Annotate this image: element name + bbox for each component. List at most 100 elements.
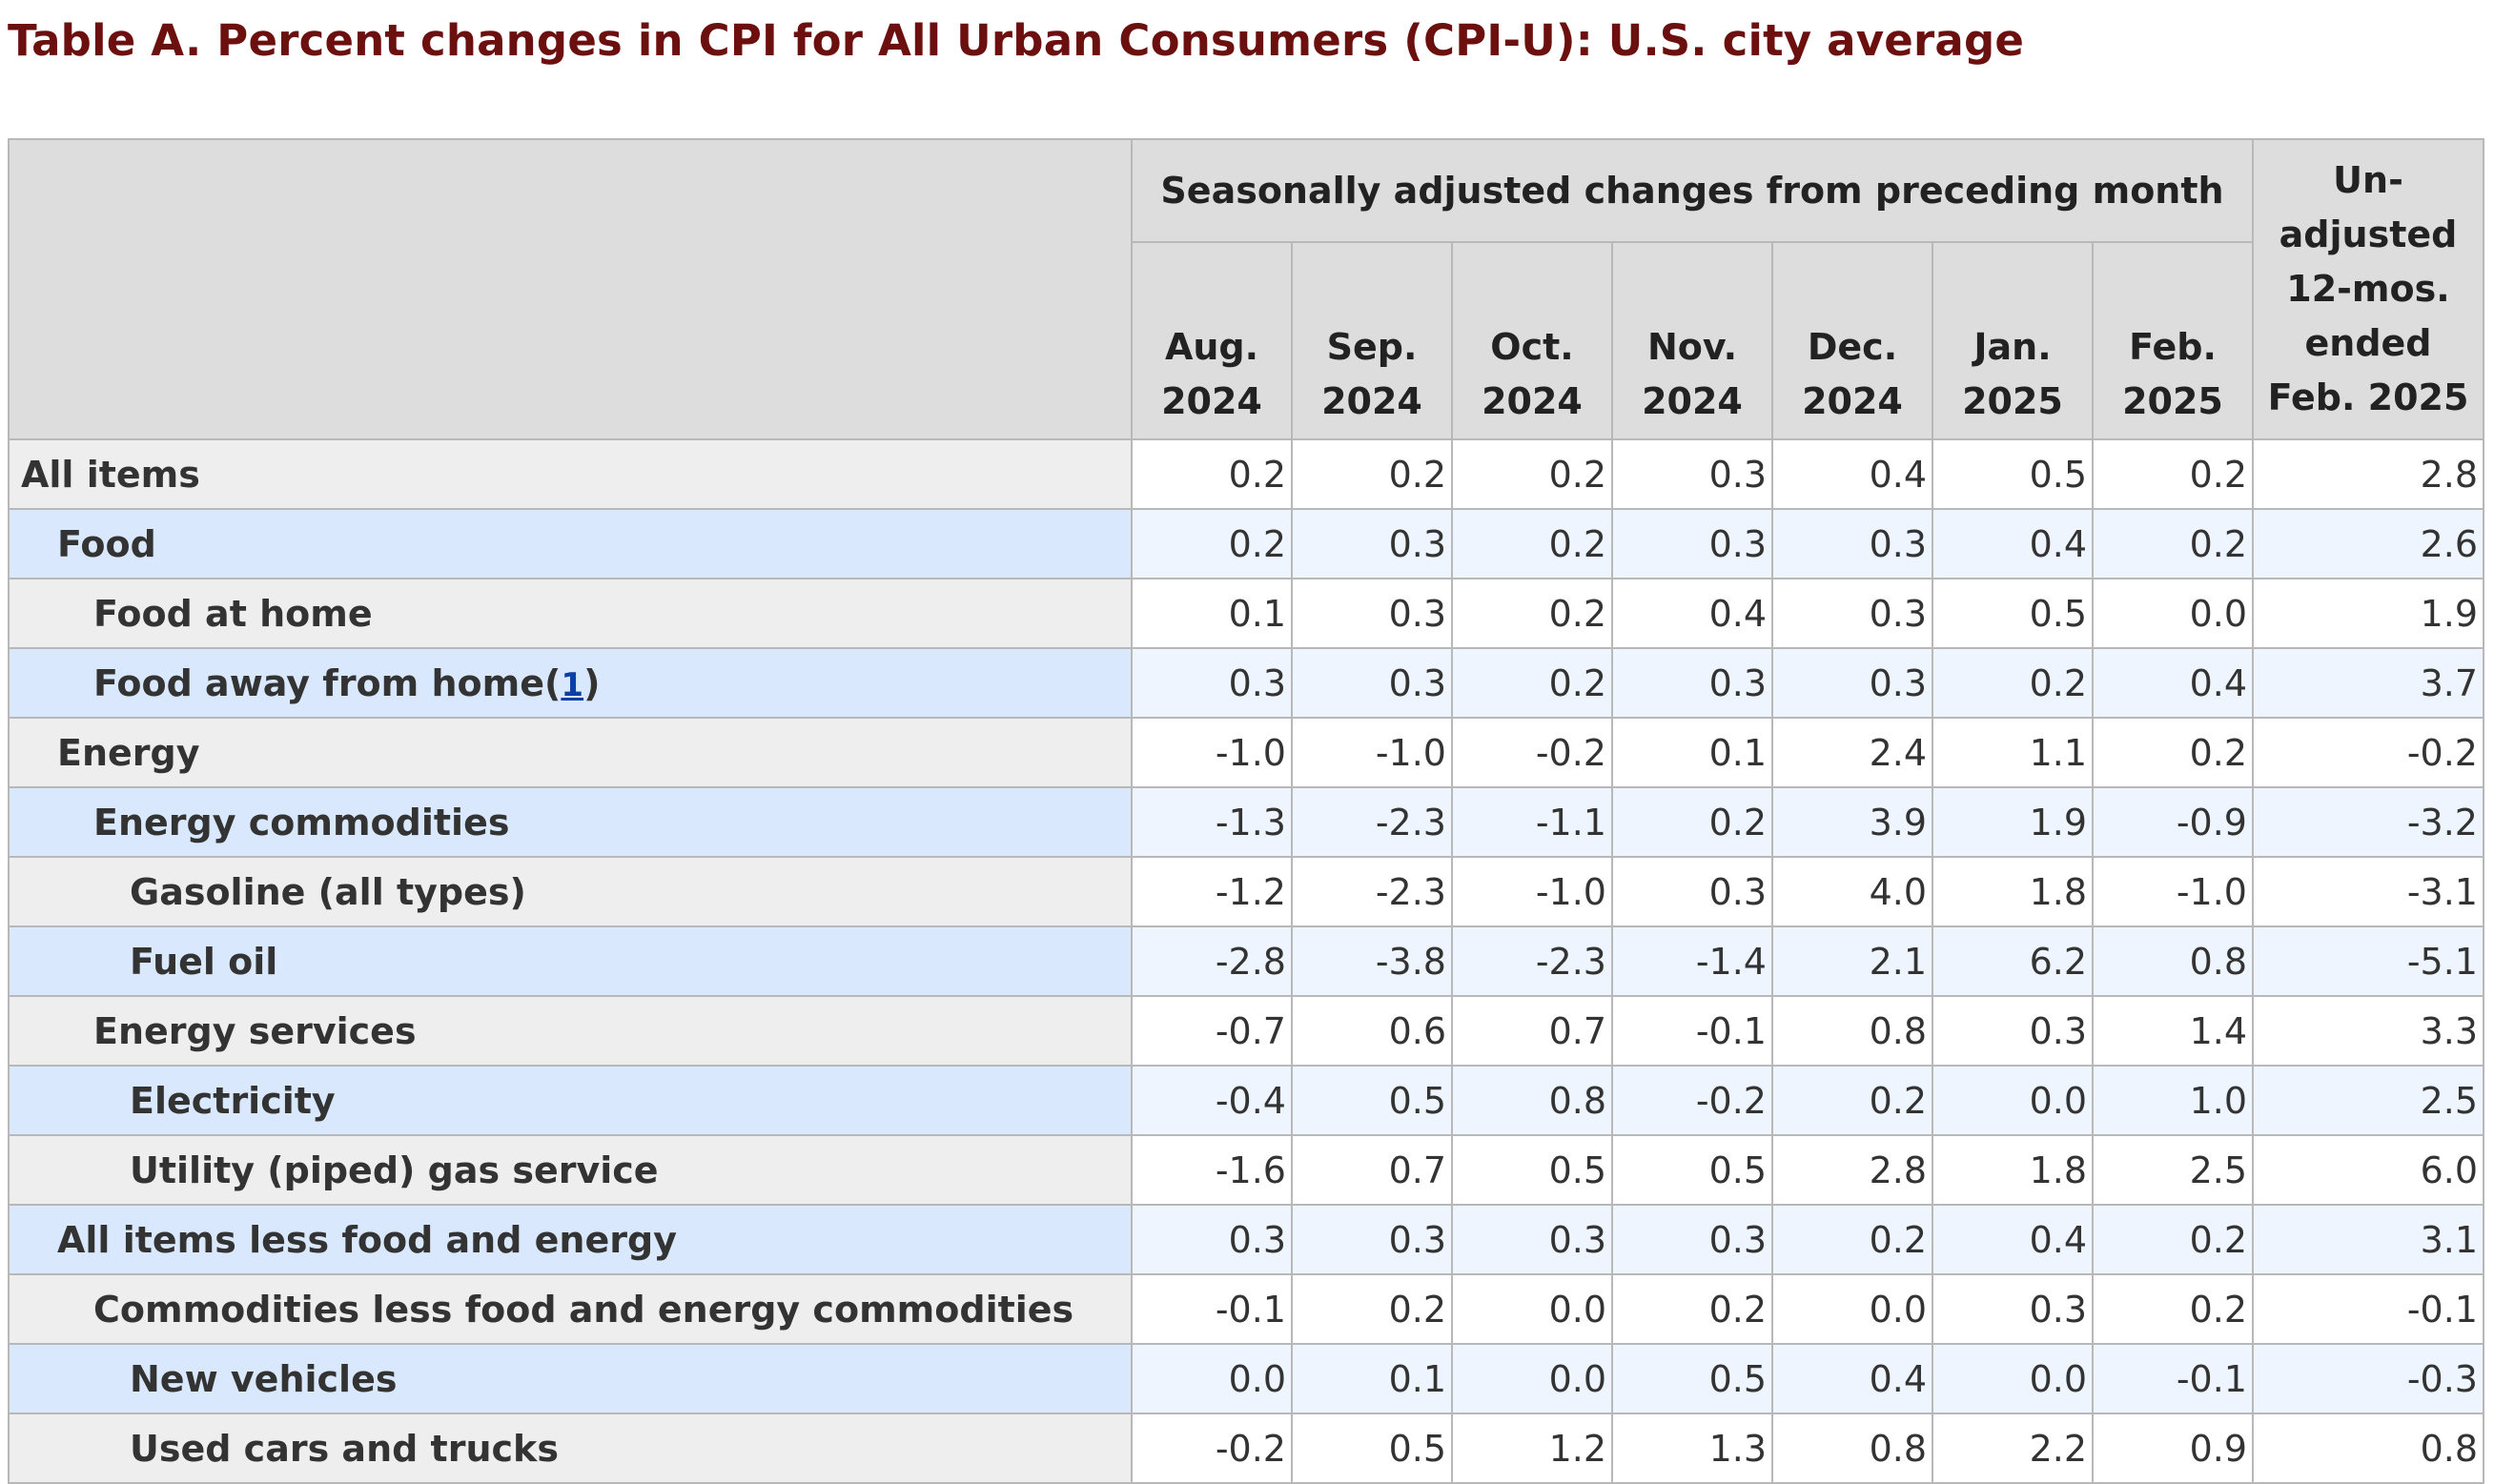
- table-row: Food at home 0.1 0.3 0.2 0.4 0.3 0.5 0.0 1.9: [8, 578, 2484, 649]
- unadjusted-value-cell: 2.5: [2252, 1065, 2484, 1136]
- footnote-paren: ): [583, 661, 601, 704]
- value-cell: -0.4: [1131, 1065, 1293, 1136]
- value-cell: 0.1: [1131, 578, 1293, 649]
- table-row: All items 0.2 0.2 0.2 0.3 0.4 0.5 0.2 2.8: [8, 438, 2484, 510]
- value-cell: 0.3: [1291, 578, 1453, 649]
- value-cell: -2.8: [1131, 925, 1293, 997]
- value-cell: 0.3: [1932, 995, 2094, 1067]
- row-label: Food away from home: [93, 661, 545, 704]
- unadjusted-value-cell: 3.1: [2252, 1204, 2484, 1275]
- value-cell: 0.9: [2092, 1413, 2254, 1484]
- month-header-year: 2024: [1802, 380, 1903, 422]
- value-cell: 0.4: [1932, 508, 2094, 579]
- value-cell: 0.3: [1771, 508, 1933, 579]
- value-cell: -1.0: [1451, 856, 1613, 927]
- value-cell: 0.2: [2092, 1273, 2254, 1345]
- table-title: Table A. Percent changes in CPI for All …: [8, 15, 2025, 66]
- unadjusted-value-cell: 3.3: [2252, 995, 2484, 1067]
- table-row: Electricity -0.4 0.5 0.8 -0.2 0.2 0.0 1.0 2.5: [8, 1065, 2484, 1136]
- unadjusted-value-cell: -0.3: [2252, 1343, 2484, 1414]
- value-cell: 0.6: [1291, 995, 1453, 1067]
- value-cell: 3.9: [1771, 786, 1933, 858]
- unadjusted-header-line: adjusted: [2279, 213, 2458, 255]
- value-cell: 0.4: [2092, 647, 2254, 719]
- value-cell: 0.4: [1771, 1343, 1933, 1414]
- table-row: New vehicles 0.0 0.1 0.0 0.5 0.4 0.0 -0.1 -0.3: [8, 1343, 2484, 1414]
- month-header-month: Jan.: [1973, 326, 2052, 368]
- unadjusted-value-cell: -5.1: [2252, 925, 2484, 997]
- table-row: Commodities less food and energy commodi…: [8, 1273, 2484, 1345]
- value-cell: 0.0: [1451, 1343, 1613, 1414]
- table-row: Utility (piped) gas service -1.6 0.7 0.5 0.5…: [8, 1134, 2484, 1206]
- value-cell: 0.5: [1291, 1413, 1453, 1484]
- value-cell: 2.4: [1771, 717, 1933, 788]
- value-cell: -1.3: [1131, 786, 1293, 858]
- value-cell: 0.2: [1131, 508, 1293, 579]
- unadjusted-value-cell: 2.6: [2252, 508, 2484, 579]
- value-cell: 0.2: [1771, 1065, 1933, 1136]
- table-body: All items 0.2 0.2 0.2 0.3 0.4 0.5 0.2 2.8 Food 0.2…: [8, 438, 2484, 1484]
- month-header: Sep. 2024: [1291, 241, 1453, 440]
- unadjusted-header-line: Feb. 2025: [2267, 376, 2469, 418]
- unadjusted-value-cell: -0.2: [2252, 717, 2484, 788]
- value-cell: 6.2: [1932, 925, 2094, 997]
- unadjusted-header-line: Un-: [2333, 159, 2403, 201]
- value-cell: 0.0: [1771, 1273, 1933, 1345]
- value-cell: 0.2: [1771, 1204, 1933, 1275]
- unadjusted-value-cell: 1.9: [2252, 578, 2484, 649]
- value-cell: 4.0: [1771, 856, 1933, 927]
- value-cell: 1.1: [1932, 717, 2094, 788]
- value-cell: -1.2: [1131, 856, 1293, 927]
- value-cell: 0.2: [1451, 508, 1613, 579]
- value-cell: 0.3: [1611, 508, 1773, 579]
- month-header-month: Dec.: [1807, 326, 1898, 368]
- row-label: Electricity: [130, 1079, 336, 1122]
- value-cell: -1.0: [1131, 717, 1293, 788]
- value-cell: -0.1: [1131, 1273, 1293, 1345]
- month-header-year: 2025: [2122, 380, 2223, 422]
- value-cell: 2.8: [1771, 1134, 1933, 1206]
- unadjusted-value-cell: -3.1: [2252, 856, 2484, 927]
- value-cell: 1.3: [1611, 1413, 1773, 1484]
- value-cell: 0.2: [1932, 647, 2094, 719]
- month-header-year: 2024: [1161, 380, 1262, 422]
- value-cell: -1.6: [1131, 1134, 1293, 1206]
- value-cell: 2.1: [1771, 925, 1933, 997]
- row-label-cell: Food at home: [8, 578, 1133, 649]
- table-row: Food 0.2 0.3 0.2 0.3 0.3 0.4 0.2 2.6: [8, 508, 2484, 579]
- month-header: Nov. 2024: [1611, 241, 1773, 440]
- month-header-year: 2024: [1642, 380, 1743, 422]
- unadjusted-value-cell: 3.7: [2252, 647, 2484, 719]
- value-cell: -1.0: [2092, 856, 2254, 927]
- month-header: Aug. 2024: [1131, 241, 1293, 440]
- value-cell: 0.2: [2092, 508, 2254, 579]
- row-label-cell: Energy: [8, 717, 1133, 788]
- footnote-link[interactable]: 1: [561, 665, 584, 704]
- row-label-cell: All items less food and energy: [8, 1204, 1133, 1275]
- value-cell: 1.2: [1451, 1413, 1613, 1484]
- table-row: Energy commodities -1.3 -2.3 -1.1 0.2 3.9 1.9-…: [8, 786, 2484, 858]
- row-label-cell: Electricity: [8, 1065, 1133, 1136]
- value-cell: 0.3: [1131, 647, 1293, 719]
- row-label-cell: Commodities less food and energy commodi…: [8, 1273, 1133, 1345]
- value-cell: 0.5: [1451, 1134, 1613, 1206]
- value-cell: 0.5: [1932, 438, 2094, 510]
- value-cell: 0.5: [1611, 1134, 1773, 1206]
- month-header-month: Sep.: [1326, 326, 1418, 368]
- value-cell: -1.0: [1291, 717, 1453, 788]
- value-cell: 0.2: [1131, 438, 1293, 510]
- value-cell: 0.3: [1932, 1273, 2094, 1345]
- value-cell: 0.3: [1611, 1204, 1773, 1275]
- cpi-table: Seasonally adjusted changes from precedi…: [8, 138, 2484, 1484]
- row-label: All items less food and energy: [57, 1218, 677, 1261]
- row-label-cell: Energy commodities: [8, 786, 1133, 858]
- unadjusted-value-cell: -3.2: [2252, 786, 2484, 858]
- value-cell: 0.0: [1451, 1273, 1613, 1345]
- value-cell: -1.1: [1451, 786, 1613, 858]
- value-cell: 0.3: [1611, 856, 1773, 927]
- value-cell: 0.2: [1451, 578, 1613, 649]
- row-label-cell: Gasoline (all types): [8, 856, 1133, 927]
- value-cell: 0.5: [1932, 578, 2094, 649]
- value-cell: 0.3: [1611, 438, 1773, 510]
- value-cell: 0.3: [1611, 647, 1773, 719]
